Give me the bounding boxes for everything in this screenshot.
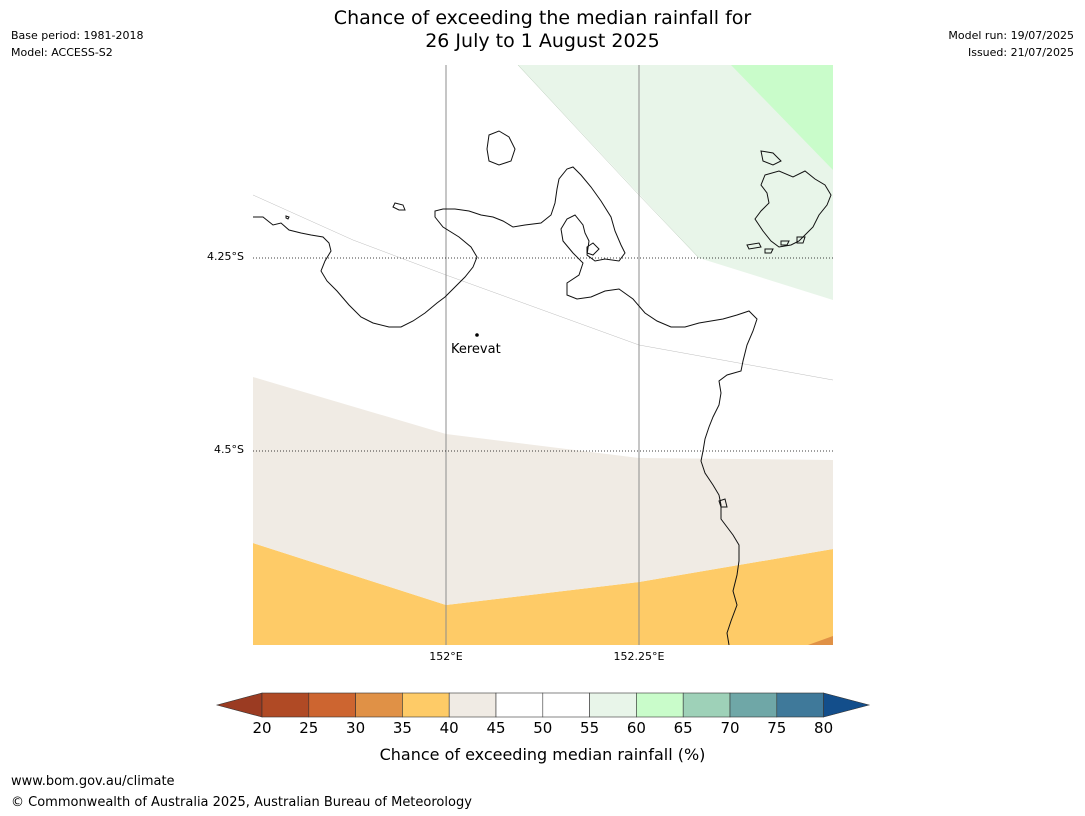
colorbar-swatch [308, 692, 356, 718]
coastline-islet [392, 202, 406, 211]
title-line-2: 26 July to 1 August 2025 [425, 30, 660, 52]
lon-label-152-25: 152.25°E [613, 650, 665, 663]
colorbar-swatch [355, 692, 403, 718]
coastline-island-ne [754, 170, 832, 248]
colorbar-label: Chance of exceeding median rainfall (%) [379, 745, 706, 764]
title-line-1: Chance of exceeding the median rainfall … [333, 7, 752, 29]
colorbar-tick-label: 20 [252, 719, 272, 737]
coastline [253, 130, 832, 645]
zone-40-45 [253, 377, 833, 605]
colorbar-swatch [402, 692, 450, 718]
coastline-islet-ne-5 [796, 236, 806, 244]
contour-line [517, 65, 700, 259]
zone-55-60 [518, 65, 833, 300]
colorbar-swatch [261, 692, 310, 718]
colorbar-swatch [542, 692, 590, 718]
colorbar-tick-label: 70 [720, 719, 740, 737]
place-label-kerevat: Kerevat [451, 342, 501, 357]
footer-url: www.bom.gov.au/climate [11, 774, 175, 789]
footer-copyright: © Commonwealth of Australia 2025, Austra… [11, 795, 472, 810]
colorbar-tick-label: 60 [626, 719, 646, 737]
coastline-islet-ne-1 [760, 150, 782, 166]
coastline-islet-ne-4 [780, 240, 790, 246]
lat-label-4-25: 4.25°S [207, 250, 244, 263]
coastline-island-north [486, 130, 516, 166]
colorbar [215, 692, 871, 718]
colorbar-tick-label: 80 [814, 719, 834, 737]
colorbar-swatch [776, 692, 824, 718]
base-period-text: Base period: 1981-2018 [11, 29, 144, 42]
coastline-islet-e-1 [718, 498, 728, 508]
zone-35-40 [253, 543, 833, 645]
zone-60-65 [731, 65, 833, 170]
colorbar-tick-label: 45 [486, 719, 506, 737]
lat-label-4-5: 4.5°S [214, 443, 244, 456]
colorbar-tick-label: 30 [346, 719, 366, 737]
colorbar-tick-label: 25 [299, 719, 319, 737]
kerevat-marker [475, 333, 479, 337]
map-title: Chance of exceeding the median rainfall … [0, 7, 1085, 53]
coastline-inner-bay [586, 242, 600, 256]
model-run-text: Model run: 19/07/2025 [948, 29, 1074, 42]
colorbar-swatch [448, 692, 497, 718]
rainfall-map [253, 65, 833, 645]
colorbar-over-arrow [823, 692, 871, 718]
colorbar-tick-label: 35 [392, 719, 412, 737]
coastline-islet-ne-3 [764, 248, 774, 254]
colorbar-tick-label: 40 [439, 719, 459, 737]
coastline-islet-ne-2 [746, 242, 762, 250]
colorbar-tick-label: 55 [580, 719, 600, 737]
lon-label-152: 152°E [429, 650, 463, 663]
coastline-islet-small [285, 215, 290, 220]
colorbar-tick-label: 65 [673, 719, 693, 737]
coastline-main [253, 166, 758, 645]
colorbar-under-arrow [215, 692, 263, 718]
colorbar-swatch [589, 692, 637, 718]
zone-30-35 [808, 636, 833, 645]
colorbar-swatch [682, 692, 731, 718]
issued-text: Issued: 21/07/2025 [967, 46, 1074, 59]
meta-left: Base period: 1981-2018 Model: ACCESS-S2 [11, 27, 143, 61]
colorbar-swatch [729, 692, 778, 718]
colorbar-swatch [495, 692, 544, 718]
model-text: Model: ACCESS-S2 [11, 46, 113, 59]
meta-right: Model run: 19/07/2025 Issued: 21/07/2025 [948, 27, 1074, 61]
colorbar-tick-label: 50 [533, 719, 553, 737]
colorbar-swatch [636, 692, 684, 718]
colorbar-tick-label: 75 [767, 719, 787, 737]
